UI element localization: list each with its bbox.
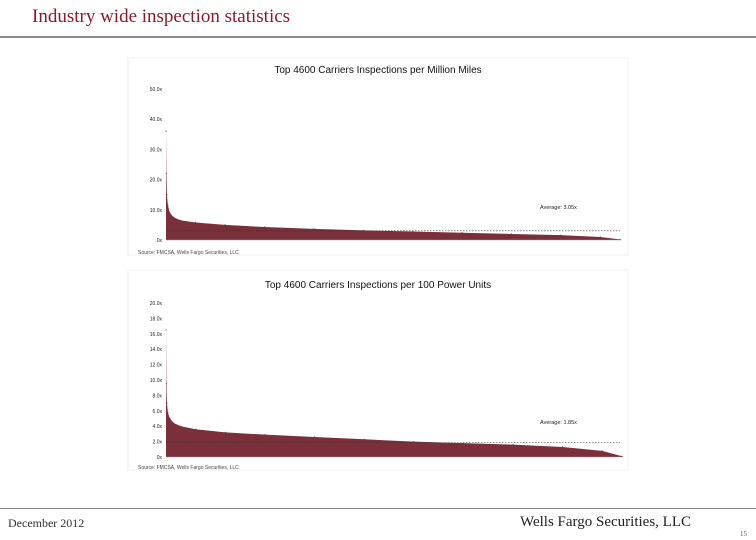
chart-1-data-point (313, 228, 315, 230)
chart-1-data-point (165, 130, 167, 132)
chart-2-data-point (561, 446, 564, 448)
chart-2-title: Top 4600 Carriers Inspections per 100 Po… (265, 280, 491, 291)
chart-2-y-tick-label: 20.0x (150, 301, 163, 307)
chart-2-y-tick-label: 0x (157, 455, 163, 461)
footer-divider (0, 508, 756, 509)
footer-date: December 2012 (8, 516, 85, 530)
chart-2-y-tick-label: 6.0x (153, 409, 163, 415)
chart-1-data-point (167, 204, 169, 206)
footer-brand: Wells Fargo Securities, LLC (520, 514, 691, 530)
chart-1-data-point (264, 226, 266, 228)
chart-2-source: Source: FMCSA, Wells Fargo Securities, L… (138, 465, 239, 471)
chart-2-y-tick-label: 8.0x (153, 393, 163, 399)
chart-1-series-area (166, 131, 620, 240)
chart-2-data-point (621, 455, 623, 457)
chart-1-y-axis: .0x 10.0x 20.0x 30.0x 40.0x 50.0x (150, 87, 163, 244)
chart-1-y-tick-label: .0x (155, 238, 162, 244)
chart-2-data-point (165, 329, 167, 331)
chart-2-data-point (195, 428, 197, 430)
chart-2-data-point (166, 402, 168, 404)
chart-1-data-point (619, 238, 621, 240)
chart-1-data-point (461, 232, 463, 234)
title-divider (0, 36, 756, 38)
chart-1-average-label: Average: 3.05x (540, 205, 577, 211)
chart-2-y-tick-label: 14.0x (150, 347, 163, 353)
page-number: 15 (740, 530, 747, 538)
chart-2-y-tick-label: 16.0x (150, 332, 163, 338)
chart-2-data-point (512, 444, 514, 446)
chart-2: Top 4600 Carriers Inspections per 100 Po… (127, 269, 629, 471)
chart-2-data-point (314, 436, 316, 438)
chart-1-data-point (560, 234, 562, 236)
chart-2-data-point (224, 431, 226, 433)
chart-2-y-tick-label: 18.0x (150, 316, 163, 322)
chart-2-y-tick-label: 10.0x (150, 378, 163, 384)
chart-2-data-point (413, 441, 415, 443)
chart-2-y-tick-label: 12.0x (150, 363, 163, 369)
chart-2-data-point (165, 383, 167, 385)
chart-2-series-area (166, 329, 622, 457)
chart-1-data-point (180, 219, 182, 221)
chart-1-plot (165, 130, 622, 241)
chart-1: Top 4600 Carriers Inspections per Millio… (127, 57, 629, 256)
chart-2-data-point (363, 438, 365, 440)
chart-1-data-point (165, 172, 167, 175)
chart-1-y-tick-label: 50.0x (150, 87, 163, 93)
chart-1-data-point (599, 236, 601, 238)
slide-title: Industry wide inspection statistics (32, 6, 291, 27)
chart-1-data-point (510, 233, 513, 235)
chart-2-data-point (169, 417, 171, 420)
chart-1-y-tick-label: 40.0x (150, 117, 163, 123)
chart-1-y-tick-label: 30.0x (150, 147, 163, 153)
chart-2-data-point (264, 434, 266, 436)
chart-2-data-point (173, 422, 175, 424)
chart-2-y-tick-label: 4.0x (153, 424, 163, 430)
chart-1-data-point (169, 212, 171, 214)
chart-1-y-tick-label: 20.0x (150, 178, 163, 184)
chart-1-data-point (362, 229, 364, 231)
chart-1-data-point (224, 224, 226, 226)
chart-2-data-point (180, 425, 182, 427)
chart-1-data-point (194, 221, 197, 224)
chart-1-title: Top 4600 Carriers Inspections per Millio… (274, 65, 481, 76)
chart-1-frame (127, 57, 629, 256)
chart-1-source: Source: FMCSA, Wells Fargo Securities, L… (138, 250, 239, 256)
chart-2-average-label: Average: 1.85x (540, 420, 577, 426)
chart-2-y-axis: 0x 2.0x 4.0x 6.0x 8.0x 10.0x 12.0x 14.0x 16.0x 18… (150, 301, 163, 461)
chart-2-data-point (167, 411, 169, 413)
chart-1-y-tick-label: 10.0x (150, 208, 163, 214)
chart-2-y-tick-label: 2.0x (153, 440, 163, 446)
chart-1-data-point (412, 230, 414, 233)
chart-1-data-point (166, 194, 168, 196)
chart-2-data-point (601, 450, 603, 452)
chart-1-data-point (173, 216, 175, 218)
chart-2-plot (165, 329, 624, 458)
